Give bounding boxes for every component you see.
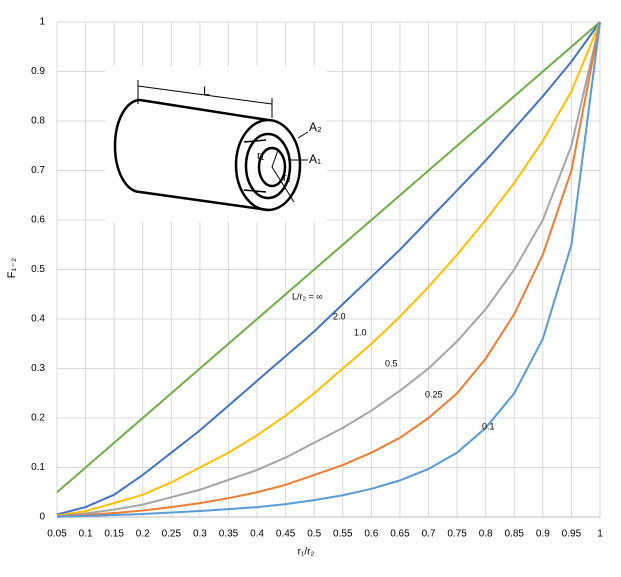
x-tick-label: 0.4 — [250, 529, 264, 540]
x-tick-label: 0.7 — [422, 529, 436, 540]
x-tick-label: 0.85 — [505, 529, 525, 540]
x-tick-label: 0.9 — [536, 529, 550, 540]
series-line — [56, 21, 601, 518]
series-line — [56, 21, 601, 517]
x-tick-label: 0.1 — [79, 529, 93, 540]
cylinder-back — [113, 98, 141, 194]
series-label: 0.25 — [425, 389, 443, 399]
inner-face — [257, 146, 287, 188]
x-tick-label: 1 — [597, 529, 603, 540]
y-tick-label: 0.7 — [31, 165, 45, 176]
x-tick-label: 0.3 — [193, 529, 207, 540]
diagram: L A₂ A₁ r₁ r₂ — [105, 66, 327, 222]
x-tick-label: 0.95 — [562, 529, 582, 540]
cylinder-edge — [139, 190, 269, 212]
series-line — [56, 21, 601, 516]
cylinder-edge — [139, 98, 269, 122]
inner-cylinder — [244, 132, 292, 200]
x-tick-label: 0.05 — [47, 529, 67, 540]
y-tick-label: 0.4 — [31, 314, 45, 325]
outer-face — [234, 118, 302, 212]
x-tick-label: 0.45 — [276, 529, 296, 540]
x-tick-label: 0.65 — [390, 529, 410, 540]
x-tick-label: 0.75 — [447, 529, 467, 540]
x-tick-label: 0.6 — [364, 529, 378, 540]
series-label: 0.5 — [385, 358, 398, 368]
x-tick-label: 0.2 — [136, 529, 150, 540]
series-label: L/r₂ = ∞ — [292, 291, 323, 301]
outer-radius-label: r₂ — [283, 172, 291, 184]
y-axis-label: F₁₋₂ — [6, 258, 18, 279]
series-line — [56, 21, 601, 494]
inner-area-label: A₁ — [309, 152, 321, 166]
y-tick-label: 0 — [39, 512, 45, 523]
series-line — [56, 21, 601, 518]
series-label: 1.0 — [354, 327, 367, 337]
x-tick-label: 0.8 — [479, 529, 493, 540]
y-tick-label: 0.1 — [31, 462, 45, 473]
x-tick-label: 0.15 — [104, 529, 124, 540]
series-label: 2.0 — [333, 311, 346, 321]
dimension-line — [137, 85, 273, 105]
x-tick-label: 0.35 — [219, 529, 239, 540]
area-arrow — [297, 131, 309, 139]
length-label: L — [203, 84, 210, 98]
y-tick-label: 0.5 — [31, 264, 45, 275]
x-tick-label: 0.55 — [333, 529, 353, 540]
series-line — [56, 21, 601, 518]
y-tick-label: 0.8 — [31, 116, 45, 127]
x-axis-label: r₁/r₂ — [298, 547, 315, 558]
radius-arrow — [271, 149, 279, 168]
y-tick-label: 0.2 — [31, 413, 45, 424]
y-tick-label: 0.3 — [31, 363, 45, 374]
y-tick-label: 0.6 — [31, 215, 45, 226]
radius-arrow — [271, 166, 295, 203]
x-tick-label: 0.25 — [162, 529, 182, 540]
series-label: 0.1 — [482, 421, 495, 431]
x-tick-label: 0.5 — [307, 529, 321, 540]
y-tick-label: 1 — [39, 17, 45, 28]
inner-cylinder-edge — [243, 189, 267, 193]
y-tick-label: 0.9 — [31, 66, 45, 77]
outer-area-label: A₂ — [309, 120, 322, 134]
inner-cylinder-edge — [243, 139, 267, 143]
inner-radius-label: r₁ — [257, 150, 265, 162]
